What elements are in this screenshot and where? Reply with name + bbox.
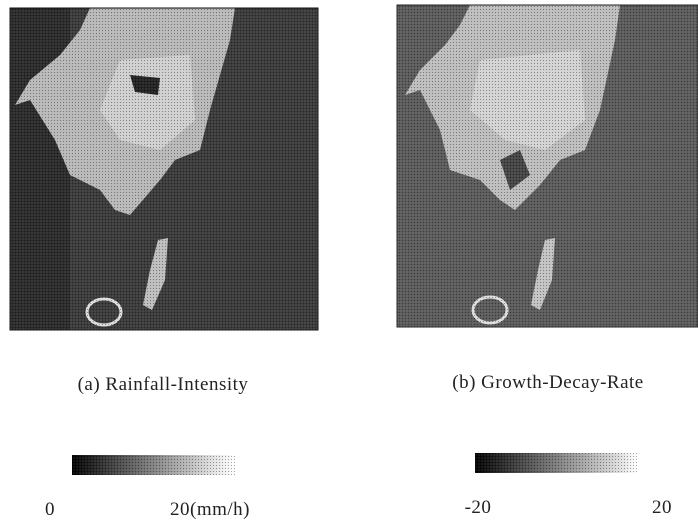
colorbar-min-label: 0 — [45, 499, 55, 520]
growth-decay-image — [397, 5, 698, 327]
colorbar-max-label: 20 — [652, 497, 672, 518]
colorbar-texture — [475, 453, 637, 473]
page: (a) Rainfall-Intensity (b) Growth-Decay-… — [0, 0, 698, 521]
caption: (b) Growth-Decay-Rate — [452, 372, 643, 393]
colorbar-texture — [72, 455, 235, 475]
colorbar-max-label: 20(mm/h) — [170, 499, 250, 520]
caption: (a) Rainfall-Intensity — [78, 374, 249, 395]
rainfall-image — [10, 8, 318, 330]
colorbar-min-label: -20 — [465, 497, 492, 518]
figure: (a) Rainfall-Intensity (b) Growth-Decay-… — [0, 0, 698, 521]
